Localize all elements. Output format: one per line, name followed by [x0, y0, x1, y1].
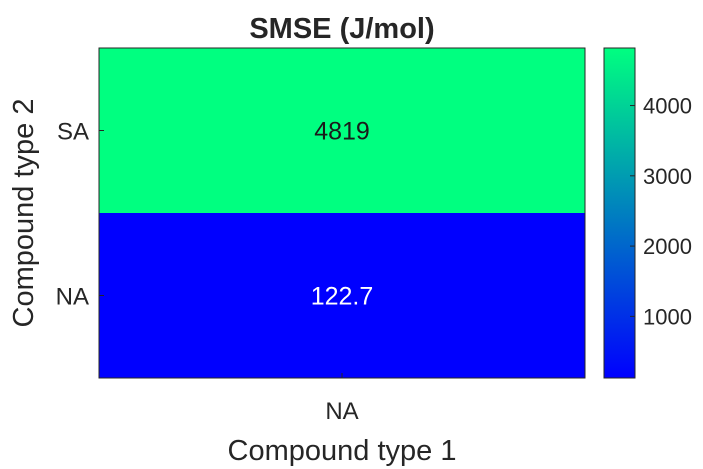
colorbar	[603, 47, 636, 379]
heatmap-cells	[99, 48, 585, 378]
x-tick-label: NA	[325, 398, 358, 425]
heatmap-cell-label: 4819	[314, 118, 370, 146]
colorbar-tick-label: 4000	[643, 94, 692, 119]
heatmap-cell	[99, 48, 585, 213]
heatmap-cell	[99, 213, 585, 378]
x-axis-label: Compound type 1	[228, 435, 457, 467]
colorbar-tick-label: 1000	[643, 304, 692, 329]
heatmap-cell-labels: 4819 122.7	[311, 118, 374, 311]
heatmap-cell-label: 122.7	[311, 283, 374, 311]
colorbar-tick-label: 3000	[643, 164, 692, 189]
colorbar-ticks: 1000 2000 3000 4000	[630, 94, 692, 329]
chart-title: SMSE (J/mol)	[249, 13, 434, 45]
colorbar-tick-label: 2000	[643, 234, 692, 259]
y-tick-label: SA	[57, 119, 89, 146]
x-axis-ticks: NA	[325, 373, 359, 425]
y-tick-label: NA	[56, 284, 89, 311]
y-axis-ticks: SA NA	[56, 119, 104, 311]
y-axis-label: Compound type 2	[8, 99, 40, 328]
